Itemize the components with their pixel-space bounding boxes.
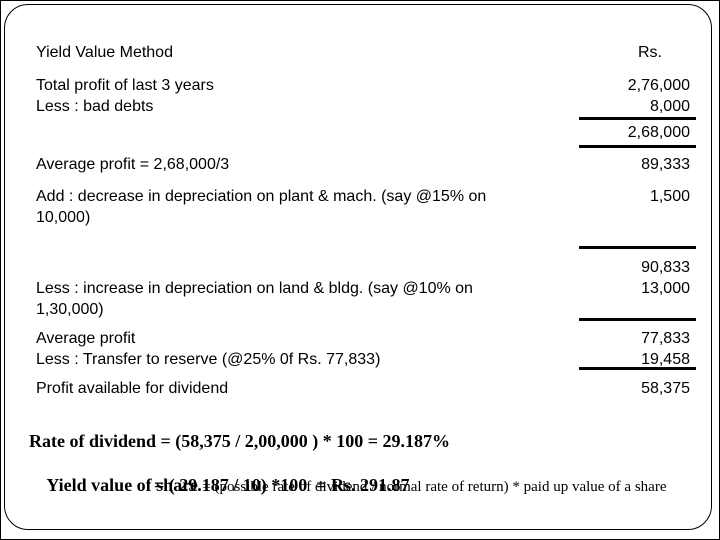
- row-amount: 2,68,000: [627, 124, 690, 141]
- statement-row: Profit available for dividend 58,375: [36, 378, 694, 399]
- row-amount: 77,833: [641, 330, 690, 347]
- row-label: Average profit = 2,68,000/3: [36, 156, 230, 173]
- row-label: Less : increase in depreciation on land …: [36, 280, 473, 297]
- statement-row: 90,833: [36, 257, 694, 278]
- row-amount: 13,000: [641, 280, 690, 297]
- currency-header: Rs.: [638, 44, 662, 61]
- row-label: Add : decrease in depreciation on plant …: [36, 188, 487, 205]
- statement-row: Less : Transfer to reserve (@25% 0f Rs. …: [36, 349, 694, 370]
- statement-row: Total profit of last 3 years 2,76,000: [36, 75, 694, 96]
- total-rule: [579, 246, 696, 249]
- statement-title: Yield Value Method: [36, 44, 173, 61]
- row-amount: 19,458: [641, 351, 690, 368]
- formula-rate-of-dividend: Rate of dividend = (58,375 / 2,00,000 ) …: [29, 431, 451, 451]
- row-amount: 1,500: [649, 188, 690, 205]
- formula-yield-result: = ( 29.187 / 10) *100 = Rs. 291.87: [154, 475, 410, 495]
- total-rule: [579, 145, 696, 148]
- row-amount: 2,76,000: [627, 77, 690, 94]
- statement-row: Less : bad debts 8,000: [36, 96, 694, 117]
- statement-header-row: Yield Value Method Rs.: [36, 42, 694, 63]
- statement-row: Average profit 77,833: [36, 328, 694, 349]
- total-rule: [579, 117, 696, 120]
- statement-row: Add : decrease in depreciation on plant …: [36, 186, 694, 207]
- row-label: 10,000): [36, 209, 91, 226]
- formula-yield-expansion: = (possible rate of dividend / normal ra…: [202, 479, 667, 495]
- row-amount: 58,375: [641, 380, 690, 397]
- row-label: Average profit: [36, 330, 136, 347]
- row-amount: 90,833: [641, 259, 690, 276]
- formula-yield-label: Yield value of share: [46, 475, 203, 495]
- row-label: Total profit of last 3 years: [36, 77, 214, 94]
- statement-row: Average profit = 2,68,000/3 89,333: [36, 154, 694, 175]
- statement-row: 10,000): [36, 207, 694, 228]
- row-label: Less : bad debts: [36, 98, 154, 115]
- row-amount: 89,333: [641, 156, 690, 173]
- row-label: Less : Transfer to reserve (@25% 0f Rs. …: [36, 351, 381, 368]
- row-amount: 8,000: [649, 98, 690, 115]
- statement-row: 1,30,000): [36, 299, 694, 320]
- row-label: 1,30,000): [36, 301, 104, 318]
- statement-row: 2,68,000: [36, 122, 694, 143]
- total-rule: [579, 318, 696, 321]
- total-rule: [579, 367, 696, 370]
- formula-yield-value: Yield value of share = (possible rate of…: [29, 452, 666, 520]
- statement-row: Less : increase in depreciation on land …: [36, 278, 694, 299]
- row-label: Profit available for dividend: [36, 380, 229, 397]
